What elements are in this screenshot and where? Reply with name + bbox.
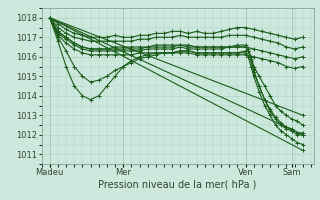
X-axis label: Pression niveau de la mer( hPa ): Pression niveau de la mer( hPa ) — [99, 180, 257, 190]
